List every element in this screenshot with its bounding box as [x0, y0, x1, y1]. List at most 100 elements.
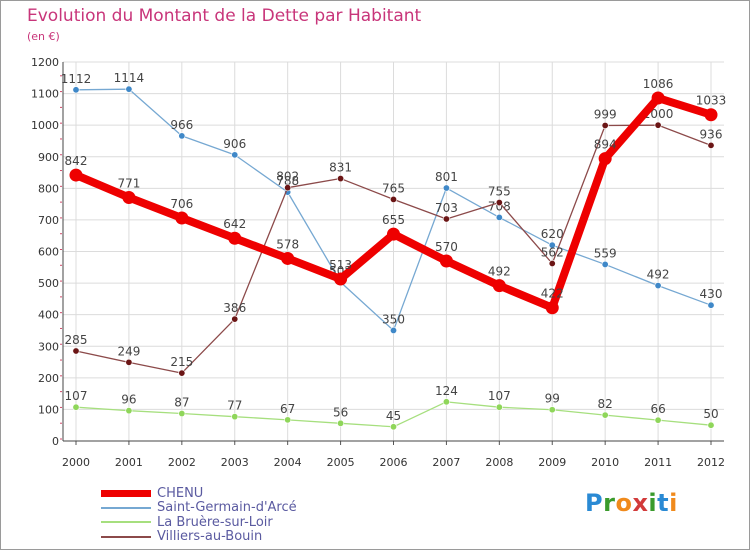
- data-point: [337, 175, 345, 183]
- data-point: [122, 190, 136, 204]
- x-tick-label: 2004: [274, 456, 302, 469]
- data-label: 642: [223, 217, 246, 231]
- logo-letter: P: [585, 489, 604, 517]
- data-point: [707, 141, 715, 149]
- y-tick-label: 1100: [31, 88, 59, 101]
- legend-label: Villiers-au-Bouin: [157, 529, 263, 545]
- data-label: 562: [541, 246, 564, 260]
- data-label: 801: [435, 170, 458, 184]
- data-label: 842: [65, 154, 88, 168]
- data-point: [707, 301, 715, 309]
- data-label: 492: [488, 265, 511, 279]
- legend-swatch-villiers: [101, 535, 151, 538]
- legend-item-saint-germain: Saint-Germain-d'Arcé: [101, 500, 297, 516]
- data-label: 1086: [643, 77, 674, 91]
- logo-letter: i: [648, 489, 658, 517]
- data-point: [389, 195, 397, 203]
- data-point: [442, 184, 450, 192]
- data-label: 966: [170, 118, 193, 132]
- legend-item-la-bruere: La Bruère-sur-Loir: [101, 515, 297, 530]
- data-point: [72, 347, 80, 355]
- data-label: 77: [227, 399, 242, 413]
- data-point: [548, 260, 556, 268]
- data-label: 620: [541, 227, 564, 241]
- y-tick-label: 500: [38, 277, 59, 290]
- x-tick-label: 2001: [115, 456, 143, 469]
- legend-label: Saint-Germain-d'Arcé: [157, 500, 297, 516]
- legend-item-villiers: Villiers-au-Bouin: [101, 529, 297, 545]
- data-point: [281, 251, 295, 265]
- data-point: [387, 227, 400, 241]
- y-tick-label: 700: [38, 214, 59, 227]
- data-label: 67: [280, 402, 295, 416]
- data-label: 755: [488, 185, 511, 199]
- x-tick-label: 2010: [591, 456, 619, 469]
- data-label: 386: [223, 301, 246, 315]
- legend-item-chenu: CHENU: [101, 486, 297, 501]
- x-tick-label: 2012: [697, 456, 725, 469]
- data-point: [442, 215, 450, 223]
- y-tick-label: 600: [38, 246, 59, 259]
- data-label: 906: [223, 137, 246, 151]
- data-point: [707, 421, 715, 429]
- data-label: 570: [435, 240, 458, 254]
- data-point: [125, 358, 133, 366]
- data-point: [284, 416, 292, 424]
- data-point: [228, 231, 242, 245]
- data-point: [495, 403, 503, 411]
- data-label: 578: [276, 237, 299, 251]
- data-label: 802: [276, 170, 299, 184]
- data-label: 703: [435, 201, 458, 215]
- data-point: [334, 272, 348, 286]
- data-label: 765: [382, 181, 405, 195]
- data-label: 87: [174, 396, 189, 410]
- data-point: [495, 213, 503, 221]
- data-label: 50: [703, 407, 718, 421]
- data-label: 936: [700, 127, 723, 141]
- data-label: 1112: [61, 72, 92, 86]
- logo-letter: i: [669, 489, 678, 517]
- data-label: 422: [541, 287, 564, 301]
- x-tick-label: 2000: [62, 456, 90, 469]
- logo-letter: x: [632, 489, 649, 517]
- data-point: [231, 151, 239, 159]
- data-label: 124: [435, 384, 458, 398]
- x-tick-label: 2006: [380, 456, 408, 469]
- data-label: 771: [117, 176, 140, 190]
- data-point: [175, 211, 189, 225]
- data-point: [125, 407, 133, 415]
- data-point: [178, 132, 186, 140]
- data-point: [548, 406, 556, 414]
- data-label: 559: [594, 246, 617, 260]
- data-label: 894: [594, 138, 617, 152]
- x-tick-label: 2008: [485, 456, 513, 469]
- data-point: [601, 260, 609, 268]
- y-tick-label: 800: [38, 182, 59, 195]
- data-label: 45: [386, 409, 401, 423]
- data-label: 513: [329, 258, 352, 272]
- data-point: [439, 254, 453, 268]
- data-point: [72, 403, 80, 411]
- data-point: [178, 369, 186, 377]
- data-point: [651, 91, 665, 105]
- legend-swatch-saint-germain: [101, 506, 151, 509]
- chart-title: Evolution du Montant de la Dette par Hab…: [27, 6, 422, 26]
- x-tick-label: 2011: [644, 456, 672, 469]
- data-point: [601, 121, 609, 129]
- data-point: [72, 86, 80, 94]
- data-label: 82: [598, 397, 613, 411]
- data-point: [125, 85, 133, 93]
- y-tick-label: 400: [38, 309, 59, 322]
- y-tick-label: 200: [38, 372, 59, 385]
- data-point: [601, 411, 609, 419]
- data-point: [389, 423, 397, 431]
- logo-letter: t: [657, 489, 670, 517]
- data-point: [442, 398, 450, 406]
- data-label: 999: [594, 107, 617, 121]
- data-point: [178, 410, 186, 418]
- legend-label: La Bruère-sur-Loir: [157, 514, 273, 530]
- data-point: [654, 282, 662, 290]
- data-label: 350: [382, 312, 405, 326]
